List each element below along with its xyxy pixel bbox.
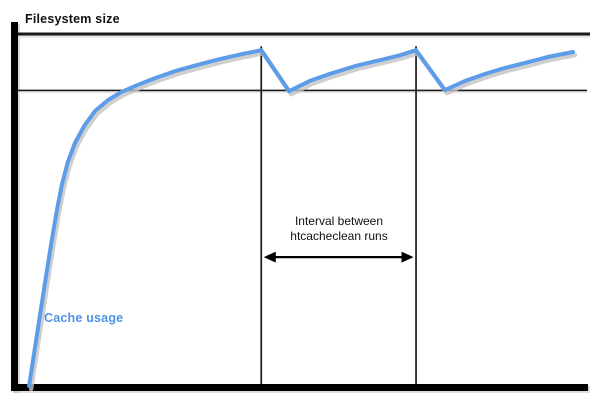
interval-label-line2: htcacheclean runs — [290, 229, 388, 243]
interval-label: Interval between htcacheclean runs — [251, 214, 427, 244]
cache-usage-label: Cache usage — [44, 311, 124, 325]
interval-arrow-left-head — [263, 251, 276, 263]
interval-arrow-right-head — [401, 251, 414, 263]
y-axis — [11, 22, 18, 391]
cache-usage-curve-shadow — [28, 50, 578, 392]
interval-label-line1: Interval between — [294, 214, 384, 228]
filesystem-size-label: Filesystem size — [25, 12, 120, 26]
cache-usage-curve — [27, 48, 575, 388]
x-axis — [11, 384, 588, 391]
